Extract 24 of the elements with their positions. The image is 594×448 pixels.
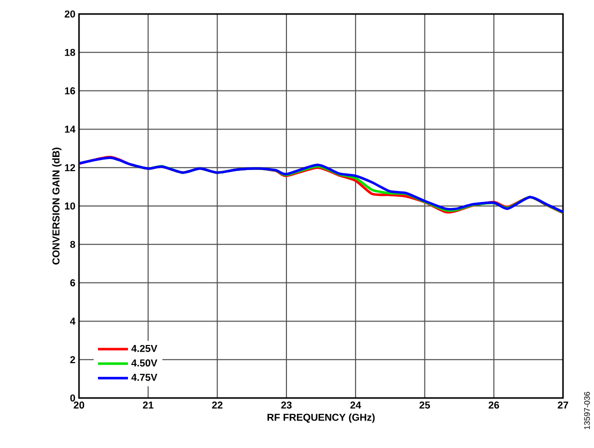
y-tick-label: 2 [70,356,76,364]
y-tick-label: 12 [64,164,76,172]
y-tick-label: 16 [64,87,76,94]
y-axis-title: CONVERSION GAIN (dB) [52,148,62,264]
x-tick-label: 26 [488,402,500,409]
y-tick-label: 14 [64,126,76,133]
y-tick-label: 4 [70,318,76,325]
y-tick-label: 20 [64,10,76,18]
x-tick-label: 25 [420,402,430,409]
x-tick-label: 24 [350,402,362,409]
legend-label: 4.75V [131,374,158,381]
text: 13597-036 [584,392,590,430]
x-axis-title: RF FREQUENCY (GHz) [268,413,375,423]
x-tick-label: 21 [142,402,154,409]
y-tick-label: 0 [70,394,76,402]
y-tick-label: 18 [64,48,76,56]
y-tick-label: 6 [70,279,76,286]
legend-label: 4.50V [131,359,158,366]
y-tick-label: 8 [70,240,76,248]
y-tick-label: 10 [64,202,76,210]
legend-label: 4.25V [131,344,158,352]
x-tick-label: 27 [558,402,568,409]
x-tick-label: 22 [212,402,222,409]
x-tick-label: 23 [281,402,292,409]
